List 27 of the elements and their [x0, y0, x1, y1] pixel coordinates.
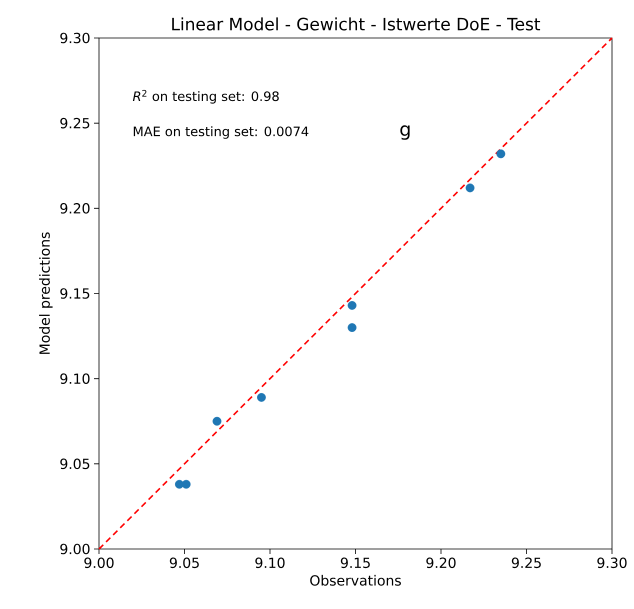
annotation: g: [400, 125, 410, 140]
point: [212, 416, 222, 426]
x-tick-label: 9.20: [426, 558, 456, 568]
point: [348, 301, 356, 310]
y-tick-label: 9.05: [60, 458, 90, 470]
y-tick-label: 9.00: [60, 544, 90, 554]
point: [257, 393, 266, 402]
y-tick-label: 9.30: [60, 32, 90, 44]
x-tick-label: 9.10: [255, 558, 285, 568]
x-tick-label: 9.00: [84, 558, 114, 568]
y-axis-title: Model predictions: [39, 232, 53, 354]
point: [496, 149, 506, 158]
annotation: R$^{2}$ on testing set: 0.98: [132, 90, 279, 104]
annotation: MAE on testing set: 0.0074: [134, 126, 308, 139]
point: [466, 183, 474, 192]
x-tick-label: 9.05: [170, 558, 199, 568]
point: [348, 323, 356, 332]
y-tick-label: 9.25: [60, 118, 90, 128]
x-tick-label: 9.25: [512, 558, 541, 568]
x-axis-title: Observations: [310, 574, 401, 586]
y-tick-label: 9.10: [60, 373, 90, 384]
x-tick-label: 9.30: [597, 558, 627, 568]
y-tick-label: 9.20: [60, 203, 90, 214]
x-tick-label: 9.15: [340, 558, 370, 568]
y-tick-label: 9.15: [60, 288, 90, 299]
point: [182, 480, 191, 489]
chart-title: Linear Model - Gewicht - Istwerte DoE - Test: [172, 17, 540, 30]
